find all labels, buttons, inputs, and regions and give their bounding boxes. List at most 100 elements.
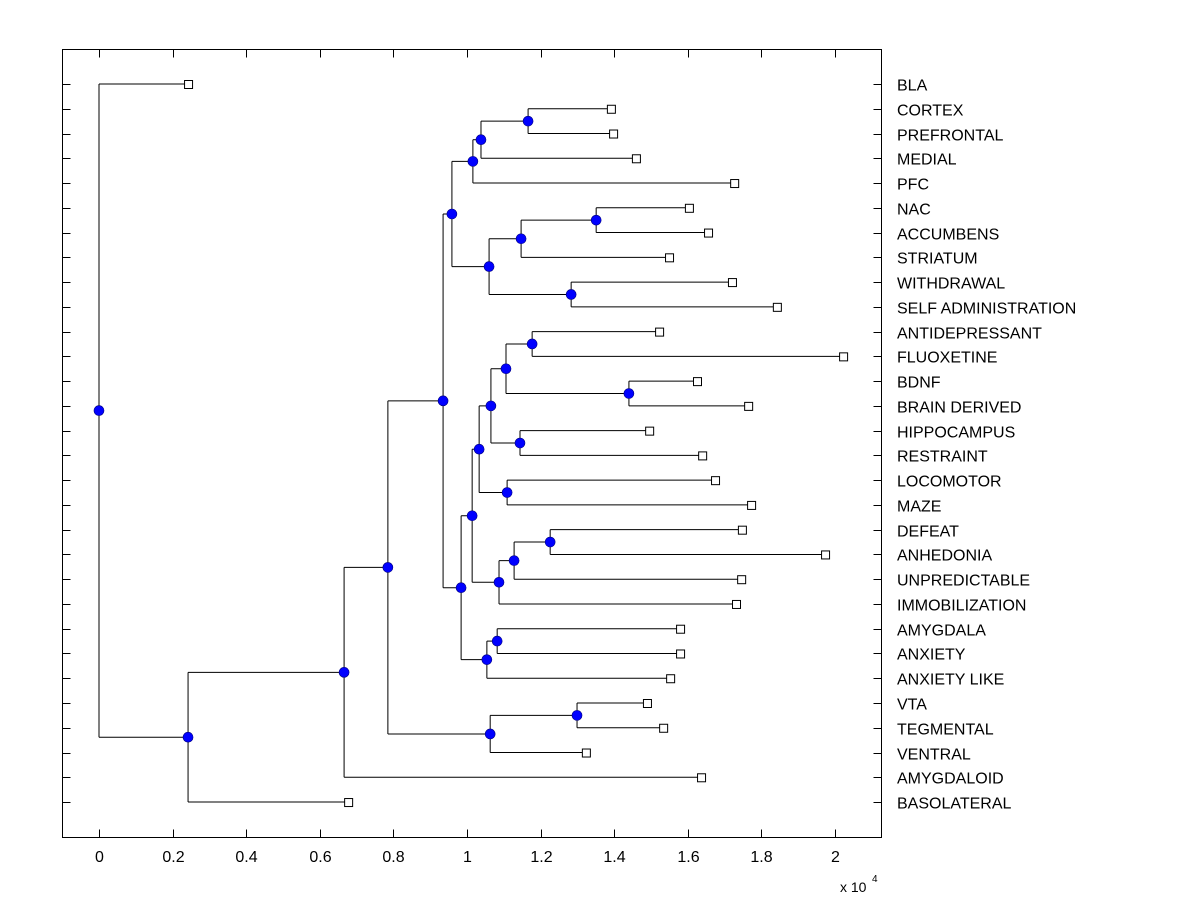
leaf-label: PREFRONTAL: [897, 128, 1003, 145]
x-tick-label: 0.4: [235, 849, 257, 866]
x-tick-label: 0: [95, 849, 104, 866]
leaf-label: ANHEDONIA: [897, 548, 992, 565]
leaf-marker: [581, 748, 591, 758]
leaf-markers: [184, 80, 849, 808]
leaf-label: BRAIN DERIVED: [897, 400, 1021, 417]
leaf-marker: [698, 451, 708, 461]
leaf-label: IMMOBILIZATION: [897, 598, 1026, 615]
x-tick-label: 0.8: [382, 849, 404, 866]
internal-node: [500, 363, 512, 375]
leaf-marker: [184, 80, 194, 89]
leaf-marker: [693, 377, 702, 387]
internal-node: [501, 487, 513, 498]
internal-node: [571, 710, 583, 721]
leaf-label: MEDIAL: [897, 152, 957, 169]
leaf-label: UNPREDICTABLE: [897, 573, 1030, 590]
leaf-label: RESTRAINT: [897, 449, 988, 466]
leaf-label: CORTEX: [897, 103, 964, 120]
internal-node: [182, 731, 194, 743]
leaf-marker: [655, 327, 665, 337]
internal-node: [508, 555, 520, 566]
leaf-marker: [711, 476, 721, 486]
leaf-marker: [344, 798, 354, 808]
leaf-label: BDNF: [897, 375, 941, 392]
leaf-marker: [737, 525, 747, 535]
x-tick-label: 2: [831, 849, 840, 866]
internal-node: [544, 536, 556, 548]
internal-node: [382, 562, 394, 573]
leaf-marker: [645, 426, 655, 436]
leaf-label: SELF ADMINISTRATION: [897, 301, 1076, 318]
x-tick-label: 1.4: [603, 849, 625, 866]
leaf-marker: [737, 575, 747, 585]
leaf-labels: BLA CORTEX PREFRONTAL MEDIAL PFC NAC ACCUMBENS…: [897, 78, 1076, 813]
internal-node: [522, 115, 534, 127]
leaf-label: DEFEAT: [897, 524, 959, 541]
internal-nodes: [93, 115, 635, 743]
leaf-marker: [744, 401, 754, 411]
leaf-label: MAZE: [897, 499, 941, 516]
internal-node: [493, 576, 505, 588]
x-tick-label: 0.6: [309, 849, 331, 866]
internal-node: [481, 654, 493, 665]
leaf-label: ANXIETY: [897, 647, 966, 664]
internal-node: [446, 208, 458, 220]
x-tick-label: 0.2: [162, 849, 184, 866]
leaf-marker: [665, 253, 675, 263]
leaf-label: AMYGDALOID: [897, 771, 1004, 788]
leaf-marker: [676, 624, 686, 634]
leaf-label: VTA: [897, 697, 927, 714]
leaf-label: ANTIDEPRESSANT: [897, 326, 1042, 343]
internal-node: [467, 156, 479, 167]
internal-node: [437, 395, 449, 407]
internal-node: [623, 388, 635, 399]
x-tick-label: 1.2: [530, 849, 552, 866]
internal-node: [93, 405, 105, 416]
leaf-marker: [772, 302, 782, 312]
leaf-marker: [659, 723, 669, 733]
x-tick-labels: 0 0.2 0.4 0.6 0.8 1 1.2 1.4 1.6 1.8 2: [95, 849, 840, 866]
leaf-label: NAC: [897, 202, 931, 219]
leaf-label: LOCOMOTOR: [897, 474, 1002, 491]
internal-node: [526, 338, 538, 350]
leaf-marker: [666, 674, 676, 684]
leaf-label: WITHDRAWAL: [897, 276, 1005, 293]
leaf-label: PFC: [897, 177, 929, 194]
leaf-label: ACCUMBENS: [897, 227, 999, 244]
internal-node: [484, 728, 496, 740]
leaf-marker: [609, 129, 619, 139]
internal-node: [338, 667, 350, 678]
leaf-label: FLUOXETINE: [897, 350, 997, 367]
internal-node: [455, 582, 467, 594]
leaf-marker: [839, 352, 849, 362]
axis-ticks: [62, 49, 882, 838]
leaf-marker: [684, 203, 694, 213]
leaf-marker: [747, 500, 757, 510]
leaf-label: BASOLATERAL: [897, 796, 1012, 813]
leaf-marker: [676, 649, 686, 659]
x-scale-multiplier: x 10: [840, 879, 867, 895]
internal-node: [483, 261, 495, 272]
leaf-label: HIPPOCAMPUS: [897, 425, 1015, 442]
leaf-label: VENTRAL: [897, 747, 971, 764]
internal-node: [485, 400, 497, 412]
leaf-marker: [732, 599, 742, 609]
internal-node: [515, 233, 527, 245]
leaf-label: BLA: [897, 78, 928, 95]
internal-node: [565, 289, 577, 300]
leaf-label: STRIATUM: [897, 251, 978, 268]
internal-node: [590, 214, 602, 226]
internal-node: [466, 510, 478, 522]
leaf-marker: [730, 179, 740, 189]
leaf-marker: [606, 104, 616, 114]
leaf-marker: [704, 228, 714, 238]
x-tick-label: 1.8: [750, 849, 772, 866]
leaf-marker: [697, 773, 707, 783]
leaf-marker: [727, 278, 737, 288]
leaf-label: TEGMENTAL: [897, 722, 994, 739]
leaf-marker: [821, 550, 831, 560]
internal-node: [491, 635, 503, 647]
x-scale-exponent: 4: [872, 874, 878, 885]
internal-node: [475, 134, 487, 146]
